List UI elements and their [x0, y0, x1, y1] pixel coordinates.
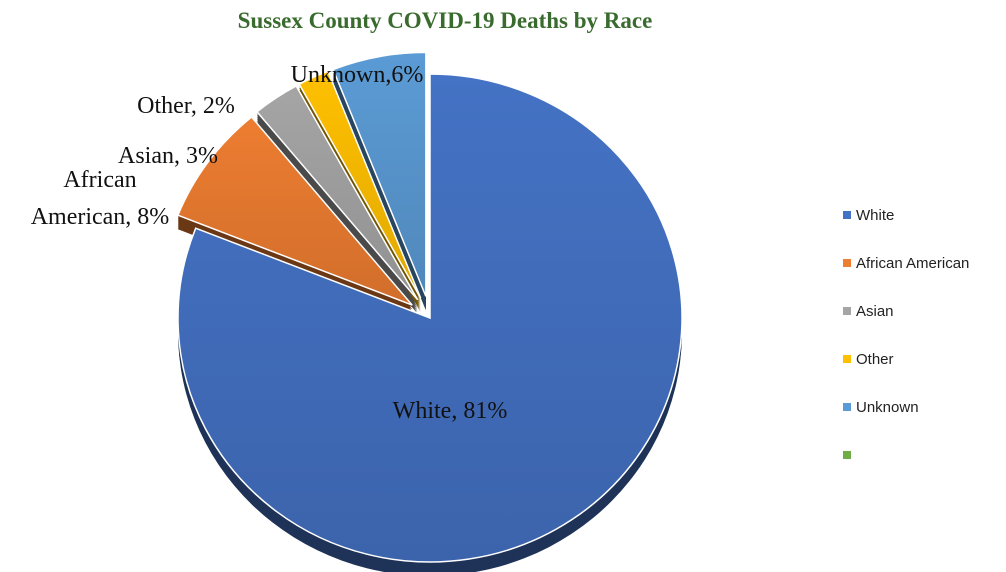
legend-item-blank — [843, 443, 1006, 467]
data-label-asian: Asian, 3% — [118, 143, 218, 169]
legend-swatch — [843, 403, 851, 411]
pie-slice-african-american — [176, 116, 413, 306]
data-label-white: White, 81% — [393, 398, 508, 424]
legend-label: Asian — [856, 302, 894, 320]
pie-slices-layer — [176, 51, 683, 563]
pie-slice-unknown — [332, 51, 427, 297]
legend-swatch — [843, 211, 851, 219]
legend-swatch — [843, 355, 851, 363]
pie-labels-layer: White, 81% African American, 8%Asian, 3% Ot… — [31, 62, 508, 424]
legend-item-asian: Asian — [843, 299, 1006, 323]
legend-label: Unknown — [856, 398, 919, 416]
legend-swatch — [843, 307, 851, 315]
legend-item-unknown: Unknown — [843, 395, 1006, 419]
pie-slice-other — [298, 70, 422, 299]
data-label-other: Other, 2% — [137, 93, 235, 119]
pie-slice-asian — [255, 84, 419, 301]
legend-label: African American — [856, 254, 970, 272]
chart-legend: White African American Asian Other Unknown — [843, 203, 1006, 491]
legend-swatch — [843, 451, 851, 459]
legend-item-african-american: African American — [843, 251, 1006, 275]
data-label-african-american: African American, 8% — [31, 167, 170, 230]
data-label-unknown: Unknown,6% — [291, 62, 424, 88]
legend-swatch — [843, 259, 851, 267]
legend-item-white: White — [843, 203, 1006, 227]
legend-label: Other — [856, 350, 894, 368]
chart-title: Sussex County COVID-19 Deaths by Race — [237, 8, 653, 33]
pie-slice-white — [177, 73, 683, 563]
legend-item-other: Other — [843, 347, 1006, 371]
legend-label: White — [856, 206, 895, 224]
